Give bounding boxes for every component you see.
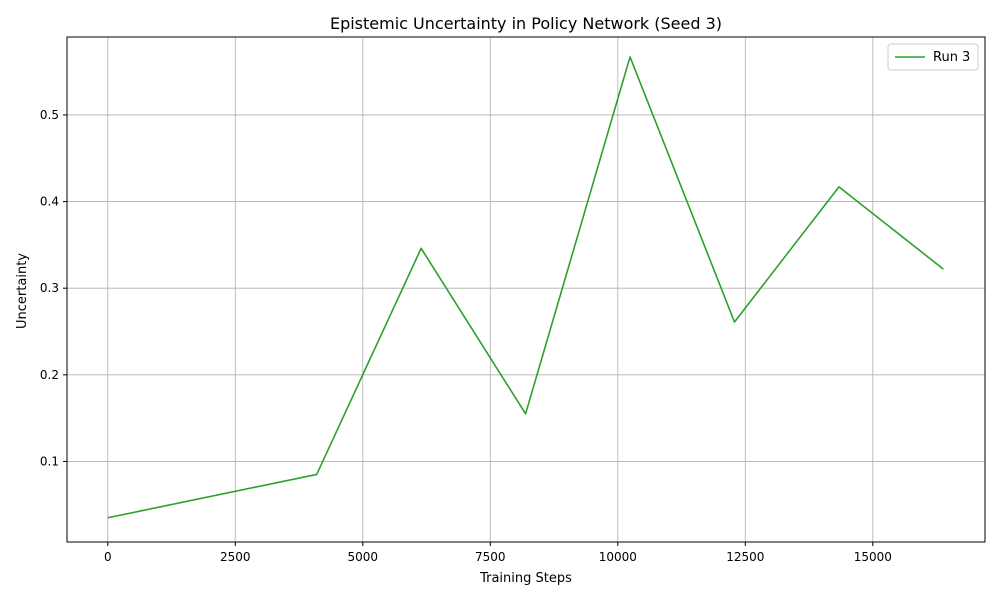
legend: Run 3: [887, 43, 979, 71]
x-tick-label: 15000: [854, 550, 892, 564]
x-tick-label: 7500: [475, 550, 506, 564]
legend-label-run-3: Run 3: [933, 50, 970, 65]
y-axis-ticks: 0.1 0.2 0.3 0.4 0.5: [40, 108, 67, 468]
series-line-run-3: [107, 56, 944, 519]
y-tick-label: 0.3: [40, 281, 59, 295]
x-tick-label: 5000: [348, 550, 379, 564]
x-tick-label: 12500: [726, 550, 764, 564]
x-tick-label: 2500: [220, 550, 251, 564]
x-tick-label: 0: [104, 550, 112, 564]
axes-frame: [66, 36, 986, 543]
y-axis-label: Uncertainty: [15, 253, 30, 329]
y-tick-label: 0.2: [40, 368, 59, 382]
chart-title: Epistemic Uncertainty in Policy Network …: [330, 14, 722, 33]
plot-frame: [66, 36, 986, 543]
y-tick-label: 0.1: [40, 454, 59, 468]
series-lines: [107, 56, 944, 519]
legend-box: [887, 43, 979, 71]
y-tick-label: 0.4: [40, 195, 59, 209]
y-tick-label: 0.5: [40, 108, 59, 122]
x-tick-label: 10000: [599, 550, 637, 564]
grid-lines: [67, 37, 985, 542]
x-axis-label: Training Steps: [479, 571, 572, 586]
x-axis-ticks: 0 2500 5000 7500 10000 12500 15000: [104, 542, 892, 564]
